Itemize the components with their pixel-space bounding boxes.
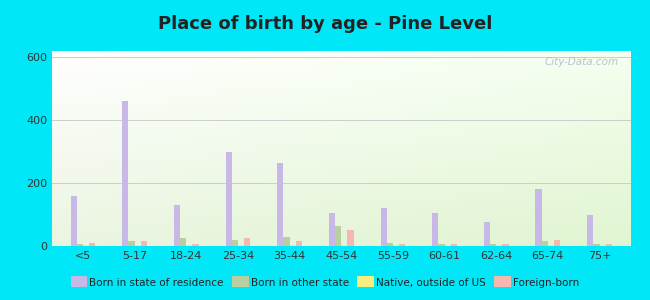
Bar	[399, 244, 406, 246]
Bar	[187, 245, 192, 246]
Bar	[348, 230, 354, 246]
Bar	[393, 245, 399, 246]
Bar	[490, 244, 496, 246]
Bar	[335, 226, 341, 246]
Bar	[71, 196, 77, 246]
Bar	[541, 241, 548, 246]
Bar	[174, 205, 180, 246]
Bar	[445, 245, 450, 246]
Bar	[432, 213, 438, 246]
Bar	[599, 245, 606, 246]
Bar	[606, 244, 612, 246]
Bar	[502, 244, 508, 246]
Text: Place of birth by age - Pine Level: Place of birth by age - Pine Level	[158, 15, 492, 33]
Bar	[438, 244, 445, 246]
Legend: Born in state of residence, Born in other state, Native, outside of US, Foreign-: Born in state of residence, Born in othe…	[66, 274, 584, 292]
Bar	[536, 189, 541, 246]
Text: City-Data.com: City-Data.com	[545, 57, 619, 67]
Bar	[593, 244, 599, 246]
Bar	[484, 222, 490, 246]
Bar	[226, 152, 232, 246]
Bar	[329, 213, 335, 246]
Bar	[387, 243, 393, 246]
Bar	[341, 245, 348, 246]
Bar	[180, 238, 187, 246]
Bar	[77, 244, 83, 246]
Bar	[89, 243, 96, 246]
Bar	[283, 237, 290, 246]
Bar	[122, 101, 129, 246]
Bar	[290, 245, 296, 246]
Bar	[296, 241, 302, 246]
Bar	[450, 244, 457, 246]
Bar	[548, 245, 554, 246]
Bar	[554, 240, 560, 246]
Bar	[141, 241, 147, 246]
Bar	[277, 163, 283, 246]
Bar	[192, 244, 199, 246]
Bar	[135, 245, 141, 246]
Bar	[83, 245, 89, 246]
Bar	[244, 238, 250, 246]
Bar	[587, 214, 593, 246]
Bar	[238, 245, 244, 246]
Bar	[380, 208, 387, 246]
Bar	[129, 241, 135, 246]
Bar	[232, 240, 238, 246]
Bar	[496, 245, 502, 246]
